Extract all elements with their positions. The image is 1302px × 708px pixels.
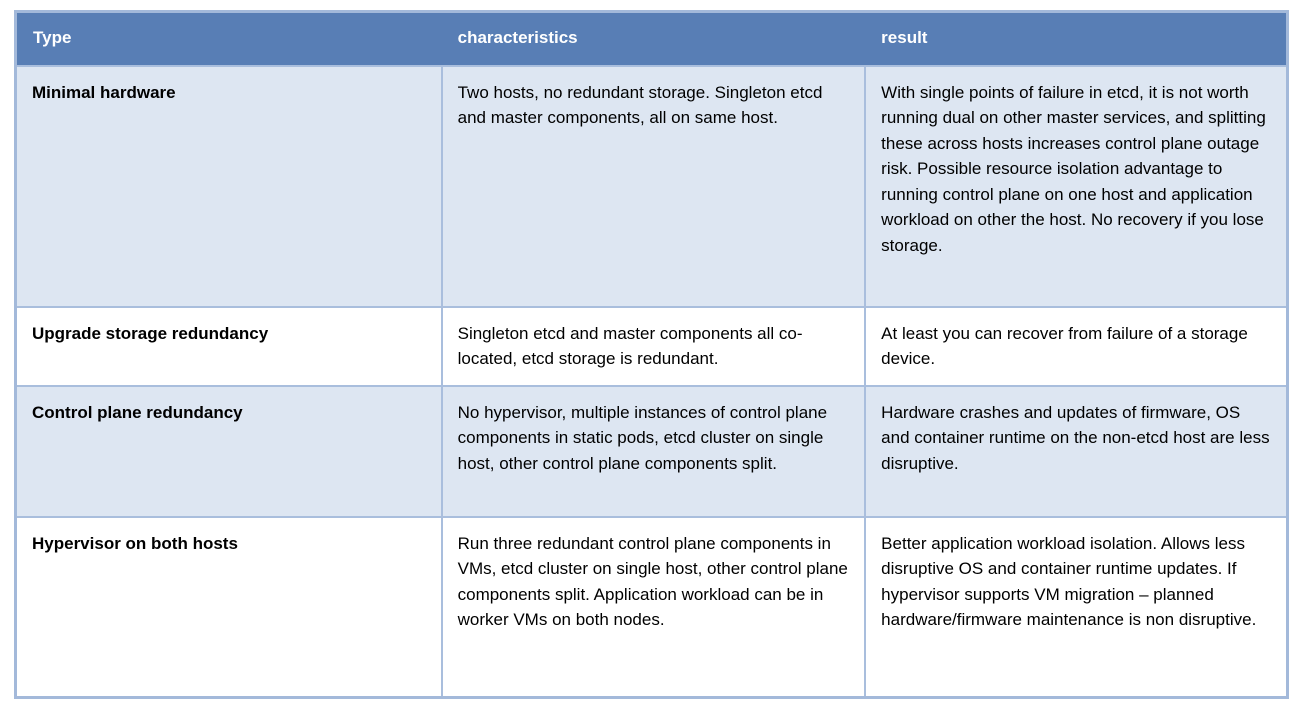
table-header: Type characteristics result [15, 11, 1288, 66]
column-header-type: Type [15, 11, 442, 66]
cell-result: At least you can recover from failure of… [864, 305, 1289, 387]
cell-type: Control plane redundancy [14, 384, 443, 518]
cell-characteristics: Run three redundant control plane compon… [440, 515, 867, 699]
table-body: Minimal hardware Two hosts, no redundant… [14, 64, 1289, 699]
cell-characteristics: Singleton etcd and master components all… [440, 305, 867, 387]
cell-characteristics: No hypervisor, multiple instances of con… [440, 384, 867, 518]
table-row: Hypervisor on both hosts Run three redun… [14, 515, 1289, 699]
cell-characteristics: Two hosts, no redundant storage. Singlet… [440, 64, 867, 308]
column-header-result: result [865, 11, 1288, 66]
column-header-characteristics: characteristics [441, 11, 866, 66]
cell-type: Minimal hardware [14, 64, 443, 308]
cell-type: Upgrade storage redundancy [14, 305, 443, 387]
cell-result: Better application workload isolation. A… [864, 515, 1289, 699]
table-row: Minimal hardware Two hosts, no redundant… [14, 64, 1289, 308]
header-row: Type characteristics result [15, 11, 1288, 66]
cell-type: Hypervisor on both hosts [14, 515, 443, 699]
cell-result: With single points of failure in etcd, i… [864, 64, 1289, 308]
redundancy-options-table: Type characteristics result Minimal hard… [14, 10, 1289, 699]
cell-result: Hardware crashes and updates of firmware… [864, 384, 1289, 518]
table-row: Upgrade storage redundancy Singleton etc… [14, 305, 1289, 387]
table-row: Control plane redundancy No hypervisor, … [14, 384, 1289, 518]
